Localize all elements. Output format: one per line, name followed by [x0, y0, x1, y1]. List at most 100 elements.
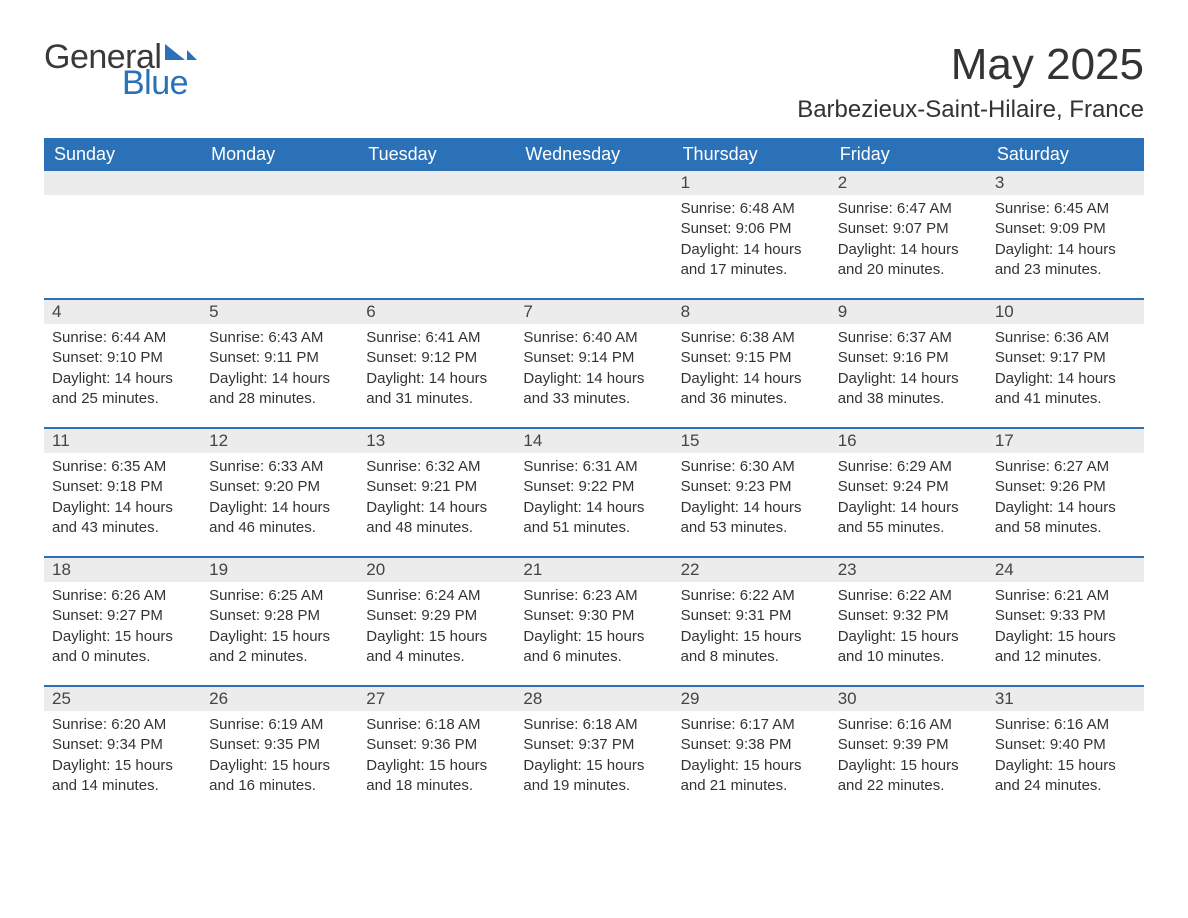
day-number: 2: [830, 171, 987, 195]
sunset-text: Sunset: 9:29 PM: [366, 606, 507, 626]
day-info: Sunrise: 6:23 AMSunset: 9:30 PMDaylight:…: [523, 586, 664, 667]
calendar-table: Sunday Monday Tuesday Wednesday Thursday…: [44, 138, 1144, 814]
sunrise-text: Sunrise: 6:18 AM: [523, 715, 664, 735]
daylight-text: Daylight: 14 hours and 28 minutes.: [209, 369, 350, 410]
calendar-week-row: 18 Sunrise: 6:26 AMSunset: 9:27 PMDayligh…: [44, 556, 1144, 685]
day-info: Sunrise: 6:16 AMSunset: 9:40 PMDaylight:…: [995, 715, 1136, 796]
day-number: 22: [673, 556, 830, 582]
sunset-text: Sunset: 9:10 PM: [52, 348, 193, 368]
day-number-blank: [515, 171, 672, 195]
day-number: 1: [673, 171, 830, 195]
sunrise-text: Sunrise: 6:21 AM: [995, 586, 1136, 606]
sunrise-text: Sunrise: 6:31 AM: [523, 457, 664, 477]
sunrise-text: Sunrise: 6:27 AM: [995, 457, 1136, 477]
calendar-cell: 20Sunrise: 6:24 AMSunset: 9:29 PMDayligh…: [358, 556, 515, 685]
day-number: 28: [515, 685, 672, 711]
sunrise-text: Sunrise: 6:24 AM: [366, 586, 507, 606]
daylight-text: Daylight: 14 hours and 43 minutes.: [52, 498, 193, 539]
sunset-text: Sunset: 9:40 PM: [995, 735, 1136, 755]
calendar-cell: 8Sunrise: 6:38 AMSunset: 9:15 PMDaylight…: [673, 298, 830, 427]
day-number: 27: [358, 685, 515, 711]
calendar-cell: 9Sunrise: 6:37 AMSunset: 9:16 PMDaylight…: [830, 298, 987, 427]
day-number: 15: [673, 427, 830, 453]
sunrise-text: Sunrise: 6:48 AM: [681, 199, 822, 219]
day-info: Sunrise: 6:19 AMSunset: 9:35 PMDaylight:…: [209, 715, 350, 796]
calendar-cell: 21 Sunrise: 6:23 AMSunset: 9:30 PMDayligh…: [515, 556, 672, 685]
calendar-cell: 30Sunrise: 6:16 AMSunset: 9:39 PMDayligh…: [830, 685, 987, 814]
header: General Blue May 2025 Barbezieux-Saint-H…: [44, 40, 1144, 124]
day-number: 18: [44, 556, 201, 582]
calendar-cell: 1Sunrise: 6:48 AMSunset: 9:06 PMDaylight…: [673, 171, 830, 298]
day-header: Sunday: [44, 138, 201, 171]
day-number: 16: [830, 427, 987, 453]
calendar-cell: 17 Sunrise: 6:27 AMSunset: 9:26 PMDayligh…: [987, 427, 1144, 556]
brand-logo: General Blue: [44, 40, 197, 100]
sunset-text: Sunset: 9:39 PM: [838, 735, 979, 755]
calendar-cell: [358, 171, 515, 298]
calendar-cell: 15Sunrise: 6:30 AMSunset: 9:23 PMDayligh…: [673, 427, 830, 556]
page: General Blue May 2025 Barbezieux-Saint-H…: [0, 0, 1188, 844]
sunrise-text: Sunrise: 6:38 AM: [681, 328, 822, 348]
day-number: 29: [673, 685, 830, 711]
sunset-text: Sunset: 9:16 PM: [838, 348, 979, 368]
sunrise-text: Sunrise: 6:29 AM: [838, 457, 979, 477]
calendar-cell: 10Sunrise: 6:36 AMSunset: 9:17 PMDayligh…: [987, 298, 1144, 427]
sunset-text: Sunset: 9:18 PM: [52, 477, 193, 497]
daylight-text: Daylight: 14 hours and 58 minutes.: [995, 498, 1136, 539]
daylight-text: Daylight: 14 hours and 23 minutes.: [995, 240, 1136, 281]
day-number: 23: [830, 556, 987, 582]
daylight-text: Daylight: 15 hours and 2 minutes.: [209, 627, 350, 668]
sunrise-text: Sunrise: 6:16 AM: [995, 715, 1136, 735]
day-number-blank: [201, 171, 358, 195]
day-info: Sunrise: 6:43 AMSunset: 9:11 PMDaylight:…: [209, 328, 350, 409]
sunrise-text: Sunrise: 6:26 AM: [52, 586, 193, 606]
day-info: Sunrise: 6:38 AMSunset: 9:15 PMDaylight:…: [681, 328, 822, 409]
day-info: Sunrise: 6:17 AMSunset: 9:38 PMDaylight:…: [681, 715, 822, 796]
day-info: Sunrise: 6:47 AMSunset: 9:07 PMDaylight:…: [838, 199, 979, 280]
daylight-text: Daylight: 15 hours and 6 minutes.: [523, 627, 664, 668]
calendar-cell: 11Sunrise: 6:35 AMSunset: 9:18 PMDayligh…: [44, 427, 201, 556]
calendar-cell: 6Sunrise: 6:41 AMSunset: 9:12 PMDaylight…: [358, 298, 515, 427]
daylight-text: Daylight: 14 hours and 38 minutes.: [838, 369, 979, 410]
sunset-text: Sunset: 9:21 PM: [366, 477, 507, 497]
sunset-text: Sunset: 9:17 PM: [995, 348, 1136, 368]
day-header: Saturday: [987, 138, 1144, 171]
day-number: 13: [358, 427, 515, 453]
sunrise-text: Sunrise: 6:33 AM: [209, 457, 350, 477]
day-number: 4: [44, 298, 201, 324]
sunrise-text: Sunrise: 6:30 AM: [681, 457, 822, 477]
day-info: Sunrise: 6:20 AMSunset: 9:34 PMDaylight:…: [52, 715, 193, 796]
day-number: 21: [515, 556, 672, 582]
calendar-cell: 7Sunrise: 6:40 AMSunset: 9:14 PMDaylight…: [515, 298, 672, 427]
calendar-cell: 12Sunrise: 6:33 AMSunset: 9:20 PMDayligh…: [201, 427, 358, 556]
day-number: 5: [201, 298, 358, 324]
title-block: May 2025 Barbezieux-Saint-Hilaire, Franc…: [797, 40, 1144, 124]
day-info: Sunrise: 6:44 AMSunset: 9:10 PMDaylight:…: [52, 328, 193, 409]
calendar-cell: [201, 171, 358, 298]
sunset-text: Sunset: 9:12 PM: [366, 348, 507, 368]
day-info: Sunrise: 6:26 AMSunset: 9:27 PMDaylight:…: [52, 586, 193, 667]
day-info: Sunrise: 6:27 AMSunset: 9:26 PMDaylight:…: [995, 457, 1136, 538]
day-number: 3: [987, 171, 1144, 195]
calendar-cell: 28Sunrise: 6:18 AMSunset: 9:37 PMDayligh…: [515, 685, 672, 814]
daylight-text: Daylight: 15 hours and 14 minutes.: [52, 756, 193, 797]
daylight-text: Daylight: 15 hours and 0 minutes.: [52, 627, 193, 668]
sunrise-text: Sunrise: 6:47 AM: [838, 199, 979, 219]
calendar-cell: 19Sunrise: 6:25 AMSunset: 9:28 PMDayligh…: [201, 556, 358, 685]
daylight-text: Daylight: 14 hours and 53 minutes.: [681, 498, 822, 539]
day-info: Sunrise: 6:16 AMSunset: 9:39 PMDaylight:…: [838, 715, 979, 796]
day-number: 25: [44, 685, 201, 711]
calendar-cell: 5 Sunrise: 6:43 AMSunset: 9:11 PMDaylight…: [201, 298, 358, 427]
daylight-text: Daylight: 15 hours and 24 minutes.: [995, 756, 1136, 797]
day-number: 17: [987, 427, 1144, 453]
daylight-text: Daylight: 15 hours and 22 minutes.: [838, 756, 979, 797]
daylight-text: Daylight: 15 hours and 16 minutes.: [209, 756, 350, 797]
day-info: Sunrise: 6:31 AMSunset: 9:22 PMDaylight:…: [523, 457, 664, 538]
calendar-body: 1Sunrise: 6:48 AMSunset: 9:06 PMDaylight…: [44, 171, 1144, 814]
day-header: Thursday: [673, 138, 830, 171]
day-info: Sunrise: 6:45 AMSunset: 9:09 PMDaylight:…: [995, 199, 1136, 280]
sunset-text: Sunset: 9:24 PM: [838, 477, 979, 497]
sunset-text: Sunset: 9:32 PM: [838, 606, 979, 626]
sunset-text: Sunset: 9:11 PM: [209, 348, 350, 368]
day-info: Sunrise: 6:25 AMSunset: 9:28 PMDaylight:…: [209, 586, 350, 667]
